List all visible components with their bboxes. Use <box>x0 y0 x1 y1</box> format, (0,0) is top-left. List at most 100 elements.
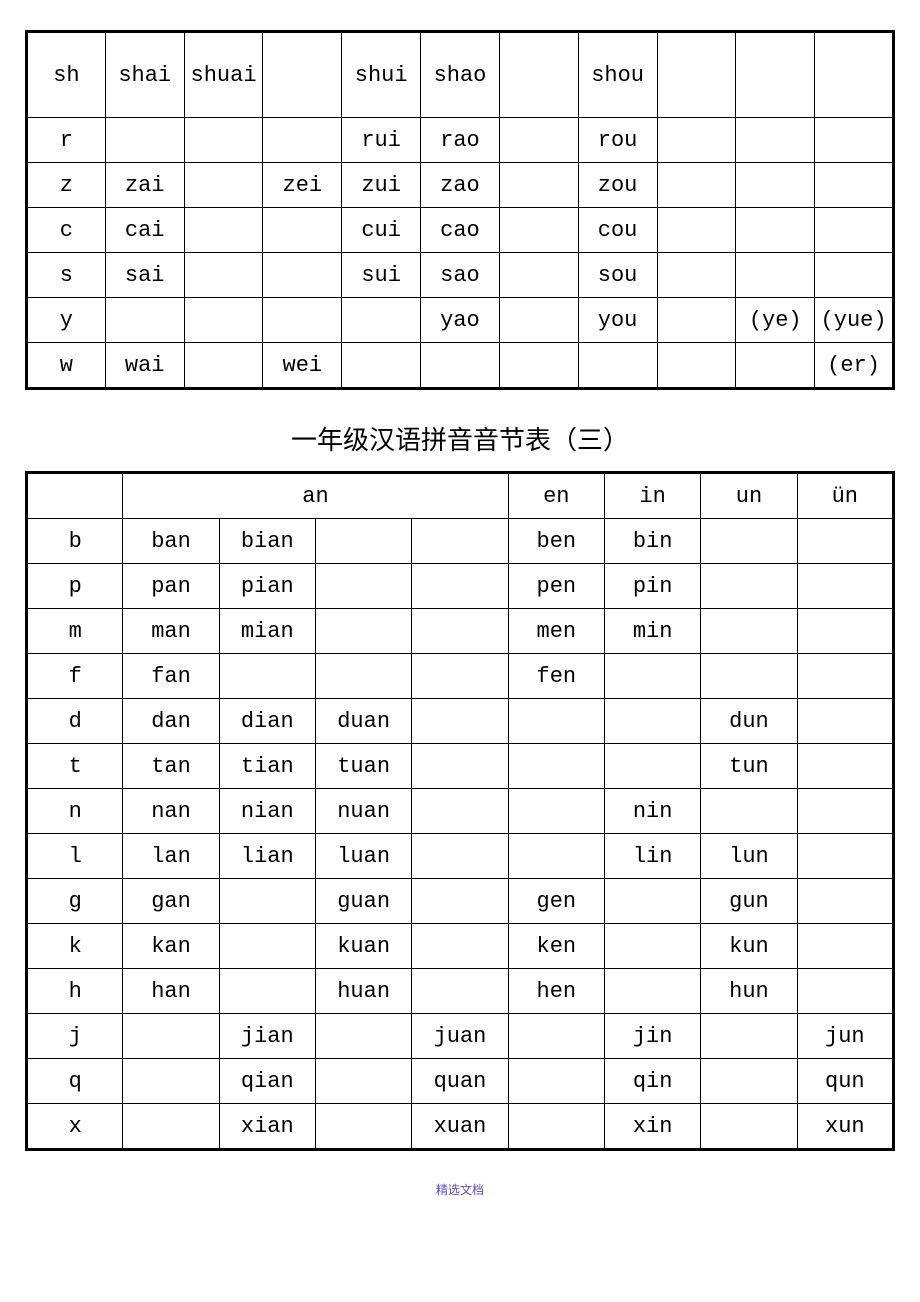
table-cell <box>315 654 411 699</box>
table-cell: rui <box>342 118 421 163</box>
table-cell: shao <box>421 32 500 118</box>
table-cell <box>604 879 700 924</box>
table-row: hhanhuanhenhun <box>27 969 894 1014</box>
table-cell: hun <box>701 969 797 1014</box>
table-cell: fen <box>508 654 604 699</box>
table-cell <box>736 343 815 389</box>
table-cell <box>701 789 797 834</box>
table-row: bbanbianbenbin <box>27 519 894 564</box>
table-cell <box>604 969 700 1014</box>
table-cell <box>184 163 263 208</box>
table-cell: cai <box>105 208 184 253</box>
table-cell: lin <box>604 834 700 879</box>
table-cell: h <box>27 969 123 1014</box>
table-cell <box>263 298 342 343</box>
table-row: shshaishuaishuishaoshou <box>27 32 894 118</box>
table-cell: xin <box>604 1104 700 1150</box>
table-cell <box>797 924 893 969</box>
table-cell: p <box>27 564 123 609</box>
table-cell: shou <box>578 32 657 118</box>
table-cell: y <box>27 298 106 343</box>
table-cell: cao <box>421 208 500 253</box>
table-cell <box>412 924 508 969</box>
table2-body: aneninunünbbanbianbenbinppanpianpenpinmm… <box>27 473 894 1150</box>
table-cell <box>184 208 263 253</box>
table-cell <box>184 298 263 343</box>
table-cell <box>797 609 893 654</box>
table-cell <box>508 1059 604 1104</box>
table-cell <box>657 208 736 253</box>
table-cell: c <box>27 208 106 253</box>
table-cell: han <box>123 969 219 1014</box>
table-cell: b <box>27 519 123 564</box>
table-cell <box>412 969 508 1014</box>
table-cell <box>701 564 797 609</box>
table-cell <box>815 208 894 253</box>
table-cell: huan <box>315 969 411 1014</box>
table-cell: man <box>123 609 219 654</box>
table-cell <box>701 1059 797 1104</box>
table-cell <box>342 298 421 343</box>
table-cell <box>508 789 604 834</box>
table-cell <box>604 654 700 699</box>
table-cell <box>412 654 508 699</box>
table-cell: s <box>27 253 106 298</box>
table-cell: nuan <box>315 789 411 834</box>
table-cell <box>797 879 893 924</box>
table-cell <box>604 744 700 789</box>
table-cell <box>797 519 893 564</box>
table-cell <box>701 519 797 564</box>
table-cell <box>701 1104 797 1150</box>
table-cell: sou <box>578 253 657 298</box>
table-cell <box>604 924 700 969</box>
table-header-cell: an <box>123 473 508 519</box>
table-cell <box>105 298 184 343</box>
table-cell <box>412 789 508 834</box>
table-cell: nin <box>604 789 700 834</box>
table-header-cell: ün <box>797 473 893 519</box>
table-cell: dan <box>123 699 219 744</box>
table-cell: t <box>27 744 123 789</box>
table-cell <box>604 699 700 744</box>
table-cell <box>657 118 736 163</box>
pinyin-table-2: aneninunünbbanbianbenbinppanpianpenpinmm… <box>25 471 895 1151</box>
table-cell: r <box>27 118 106 163</box>
table2-title: 一年级汉语拼音音节表（三） <box>25 420 895 457</box>
table-cell: fan <box>123 654 219 699</box>
table-cell <box>815 163 894 208</box>
table-cell: z <box>27 163 106 208</box>
table-cell: quan <box>412 1059 508 1104</box>
table-cell: pen <box>508 564 604 609</box>
table-cell <box>508 699 604 744</box>
table-cell <box>315 1104 411 1150</box>
table-cell <box>315 609 411 654</box>
table-cell <box>421 343 500 389</box>
table-cell <box>263 32 342 118</box>
table-cell <box>315 1014 411 1059</box>
table-cell: f <box>27 654 123 699</box>
pinyin-table-1: shshaishuaishuishaoshourruiraorouzzaizei… <box>25 30 895 390</box>
table-cell: guan <box>315 879 411 924</box>
table-cell: (yue) <box>815 298 894 343</box>
table-cell: shai <box>105 32 184 118</box>
table-cell: q <box>27 1059 123 1104</box>
table-cell <box>701 654 797 699</box>
table-row: ffan fen <box>27 654 894 699</box>
table-cell: bian <box>219 519 315 564</box>
table-cell <box>508 1014 604 1059</box>
page-footer: 精选文档 <box>25 1181 895 1198</box>
table-cell <box>499 118 578 163</box>
table-cell: jian <box>219 1014 315 1059</box>
table-cell <box>219 879 315 924</box>
table-cell: kan <box>123 924 219 969</box>
table-cell <box>736 163 815 208</box>
table-cell <box>508 834 604 879</box>
table-cell: tuan <box>315 744 411 789</box>
table-cell <box>736 208 815 253</box>
table-cell: xian <box>219 1104 315 1150</box>
table-row: jjianjuanjinjun <box>27 1014 894 1059</box>
table-cell: gen <box>508 879 604 924</box>
table-cell <box>797 834 893 879</box>
table-cell: (ye) <box>736 298 815 343</box>
table-cell <box>184 253 263 298</box>
